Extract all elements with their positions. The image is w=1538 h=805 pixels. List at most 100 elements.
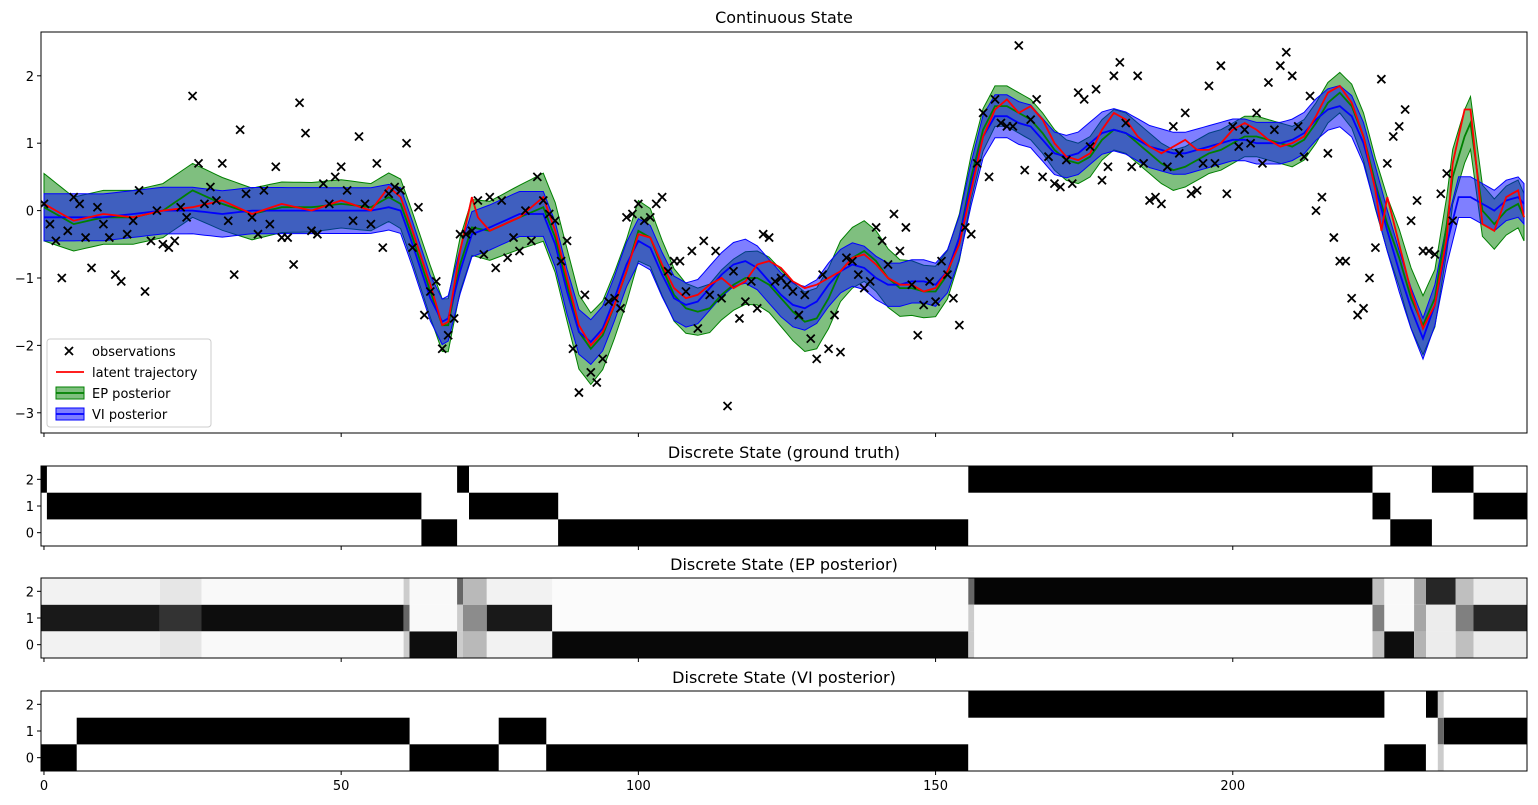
legend-marker-observations: [64, 346, 74, 356]
heatmap-cell: [968, 604, 975, 632]
legend-entry-vi: VI posterior: [55, 407, 168, 423]
x-tick-label: 150: [923, 779, 948, 794]
observation-marker: [740, 296, 751, 307]
heatmap-cell: [201, 578, 404, 605]
observation-marker: [181, 212, 192, 222]
observation-marker: [235, 125, 245, 135]
observation-marker: [1412, 195, 1422, 206]
heatmap-cell: [1384, 744, 1426, 771]
chart-title-continuous: Continuous State: [715, 8, 853, 27]
observation-marker: [984, 172, 994, 182]
y-tick-label: 0: [26, 527, 34, 542]
observation-marker: [847, 256, 857, 266]
heatmap-cell: [201, 631, 404, 658]
observation-marker: [532, 172, 542, 182]
observation-marker: [318, 179, 328, 189]
observation-marker: [128, 216, 138, 226]
legend-entry-latent: latent trajectory: [56, 366, 198, 381]
observation-marker: [1245, 138, 1256, 148]
observation-marker: [1222, 189, 1232, 199]
observation-marker: [437, 344, 447, 354]
heatmap-cell: [1437, 744, 1444, 771]
observation-marker: [1138, 158, 1149, 169]
heatmap-cell: [1473, 631, 1527, 658]
observation-marker: [919, 300, 929, 310]
heatmap-cell: [1384, 604, 1414, 632]
observation-marker: [51, 236, 61, 246]
observation-marker: [770, 276, 780, 286]
observation-marker: [657, 192, 667, 202]
heatmap-cell: [41, 744, 77, 771]
observation-marker: [788, 286, 798, 297]
observation-marker: [1127, 162, 1137, 172]
observation-marker: [502, 253, 513, 263]
discrete-ground-truth-panel: Discrete State (ground truth) 0 1 2: [26, 443, 1528, 550]
heatmap-cell: [1372, 604, 1385, 632]
heatmap-cell: [41, 578, 160, 605]
observation-marker: [800, 290, 810, 300]
observation-marker: [45, 219, 55, 229]
observation-marker: [716, 293, 727, 303]
observation-marker: [1192, 185, 1202, 196]
observation-marker: [199, 199, 210, 209]
continuous-plot-area: −3 −2 −1 0 1 2: [15, 31, 1528, 437]
ground-truth-heatmap: 0 1 2: [26, 465, 1528, 550]
heatmap-cell: [486, 604, 553, 632]
observation-marker: [342, 185, 352, 196]
observation-marker: [193, 158, 204, 169]
heatmap-cell: [409, 744, 499, 771]
observation-marker: [812, 354, 822, 364]
heatmap-cell: [486, 631, 553, 658]
heatmap-cell: [1426, 631, 1456, 658]
observation-marker: [746, 276, 756, 286]
observation-marker: [283, 232, 293, 243]
observation-marker: [901, 222, 911, 233]
observation-marker: [1014, 40, 1024, 51]
observation-marker: [407, 243, 418, 253]
heatmap-cell: [1443, 717, 1527, 745]
y-tick-label: 2: [26, 585, 34, 600]
observation-marker: [817, 269, 828, 280]
chart-title-ground-truth: Discrete State (ground truth): [668, 443, 900, 462]
observation-marker: [1216, 61, 1226, 71]
observation-marker: [1228, 121, 1238, 131]
observation-marker: [508, 232, 519, 243]
y-tick-label: 0: [26, 639, 34, 654]
observation-marker: [419, 310, 430, 320]
observation-marker: [514, 246, 525, 256]
observation-marker: [1079, 94, 1089, 105]
observation-marker: [942, 269, 953, 280]
heatmap-cell: [974, 631, 1373, 658]
heatmap-cell: [41, 631, 160, 658]
observation-marker: [1311, 205, 1321, 216]
y-tick-label: 2: [26, 70, 34, 85]
observation-marker: [354, 131, 364, 142]
heatmap-cell: [1390, 519, 1432, 546]
observation-marker: [366, 219, 376, 229]
observation-marker: [996, 118, 1006, 128]
observation-marker: [63, 226, 73, 236]
heatmap-cell: [1455, 578, 1474, 605]
heatmap-cell: [552, 578, 969, 605]
observation-marker: [146, 236, 156, 246]
observation-marker: [895, 246, 905, 256]
observation-marker: [336, 162, 346, 172]
heatmap-cell: [409, 578, 458, 605]
observation-marker: [348, 216, 358, 226]
observation-marker: [1037, 172, 1048, 182]
observation-marker: [823, 344, 834, 354]
heatmap-cell: [159, 631, 202, 658]
observation-marker: [330, 172, 340, 182]
observation-marker: [645, 212, 655, 222]
observation-marker: [681, 286, 691, 297]
heatmap-cell: [457, 604, 463, 632]
observation-marker: [306, 226, 317, 236]
observation-marker: [1448, 216, 1458, 226]
legend: observations latent trajectory EP poster…: [46, 338, 212, 428]
observation-marker: [794, 310, 804, 320]
observation-marker: [217, 158, 227, 169]
observation-marker: [1430, 249, 1440, 260]
observation-marker: [633, 199, 644, 209]
observation-marker: [1287, 71, 1297, 81]
observation-marker: [1026, 114, 1036, 125]
